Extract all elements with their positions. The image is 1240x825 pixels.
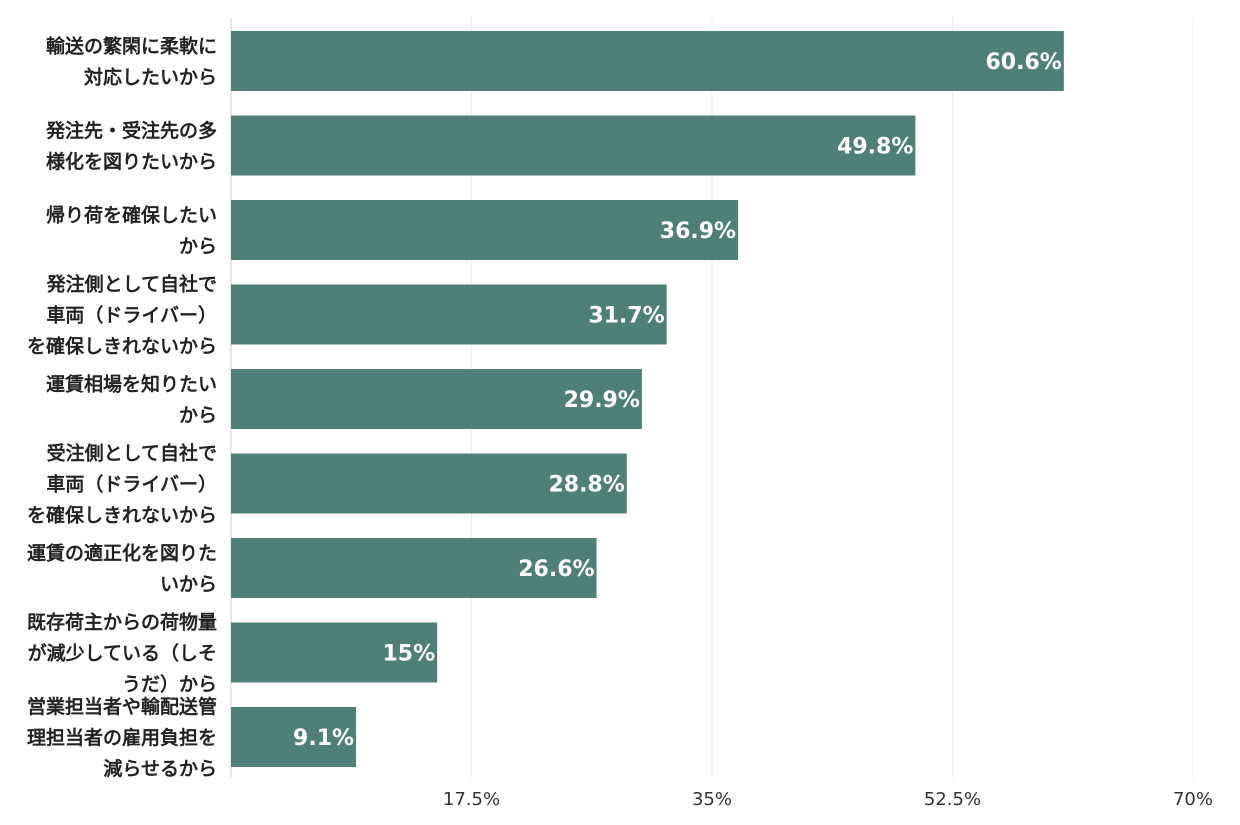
- category-label: 車両（ドライバー）: [46, 304, 217, 327]
- category-label: うだ）から: [122, 673, 217, 696]
- category-label: 様化を図りたいから: [46, 150, 217, 173]
- category-label: 理担当者の雇用負担を: [27, 726, 217, 749]
- category-label: を確保しきれないから: [27, 335, 217, 358]
- category-label: 既存荷主からの荷物量: [27, 611, 217, 634]
- bar-value-label: 15%: [382, 642, 435, 667]
- category-label: から: [179, 405, 217, 427]
- bar: [231, 453, 627, 514]
- bar-value-label: 49.8%: [837, 135, 913, 160]
- category-label: いから: [160, 574, 217, 596]
- bar: [231, 200, 739, 260]
- category-label: 発注先・受注先の多: [45, 119, 217, 142]
- bar: [231, 538, 597, 598]
- bar-value-label: 26.6%: [518, 557, 594, 582]
- category-label: 帰り荷を確保したい: [46, 204, 217, 227]
- x-tick-label: 70%: [1173, 789, 1213, 810]
- bar: [231, 284, 667, 345]
- bar: [231, 369, 642, 429]
- bar-value-label: 29.9%: [564, 388, 640, 413]
- bar: [231, 622, 438, 683]
- category-label: 対応したいから: [83, 66, 217, 89]
- category-label: 営業担当者や輸配送管: [27, 695, 217, 718]
- category-label: を確保しきれないから: [27, 504, 217, 527]
- bar-value-label: 60.6%: [985, 50, 1061, 75]
- category-label: 運賃の適正化を図りた: [27, 542, 217, 565]
- x-tick-label: 17.5%: [443, 789, 500, 810]
- category-label: 車両（ドライバー）: [46, 473, 217, 496]
- category-label: 運賃相場を知りたい: [46, 373, 217, 396]
- category-label: 受注側として自社で: [47, 442, 217, 465]
- x-tick-label: 52.5%: [924, 789, 981, 810]
- bar-value-label: 31.7%: [588, 304, 664, 329]
- category-label: から: [179, 236, 217, 258]
- bar: [231, 707, 357, 767]
- bar-value-label: 28.8%: [548, 473, 624, 498]
- bar-value-label: 9.1%: [293, 726, 354, 751]
- category-label: 減らせるから: [103, 757, 217, 780]
- category-label: 輸送の繁閑に柔軟に: [46, 35, 217, 58]
- category-label: が減少している（しそ: [28, 642, 217, 665]
- bar: [231, 31, 1064, 91]
- bar: [231, 115, 916, 176]
- bar-value-label: 36.9%: [660, 219, 736, 244]
- x-tick-label: 35%: [692, 789, 732, 810]
- category-label: 発注側として自社で: [46, 273, 217, 296]
